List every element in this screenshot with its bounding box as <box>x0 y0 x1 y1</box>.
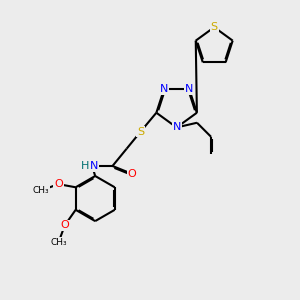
Text: CH₃: CH₃ <box>50 238 67 247</box>
Text: N: N <box>90 161 98 171</box>
Text: CH₃: CH₃ <box>33 186 50 195</box>
Text: O: O <box>60 220 69 230</box>
Text: N: N <box>172 122 181 132</box>
Text: H: H <box>81 161 89 171</box>
Text: S: S <box>137 127 144 136</box>
Text: O: O <box>128 169 136 179</box>
Text: N: N <box>185 84 193 94</box>
Text: O: O <box>54 179 63 189</box>
Text: S: S <box>211 22 218 32</box>
Text: N: N <box>160 84 168 94</box>
